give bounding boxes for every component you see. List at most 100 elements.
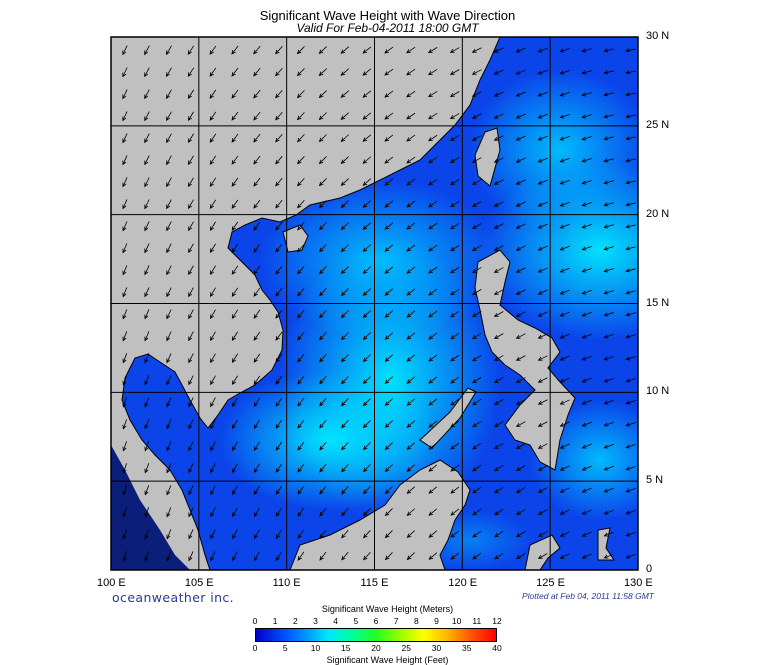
direction-arrow bbox=[471, 311, 482, 318]
direction-arrow bbox=[472, 508, 482, 516]
direction-arrow bbox=[581, 202, 592, 207]
direction-arrow bbox=[253, 353, 261, 363]
direction-arrow bbox=[253, 419, 261, 429]
direction-arrow bbox=[384, 200, 394, 208]
direction-arrow bbox=[297, 353, 305, 363]
latitude-label: 25 N bbox=[646, 118, 670, 131]
direction-arrow bbox=[253, 375, 261, 385]
direction-arrow bbox=[603, 136, 614, 141]
direction-arrow bbox=[537, 355, 548, 361]
direction-arrow bbox=[472, 398, 482, 406]
direction-arrow bbox=[428, 530, 438, 538]
direction-arrow bbox=[340, 68, 350, 76]
direction-arrow bbox=[144, 199, 150, 210]
direction-arrow bbox=[581, 245, 592, 251]
direction-arrow bbox=[493, 399, 504, 406]
direction-arrow bbox=[384, 266, 394, 274]
direction-arrow bbox=[362, 156, 372, 164]
direction-arrow bbox=[166, 111, 172, 122]
direction-arrow bbox=[603, 487, 614, 493]
direction-arrow bbox=[472, 332, 482, 340]
direction-arrow bbox=[406, 178, 416, 186]
direction-arrow bbox=[603, 334, 614, 339]
direction-arrow bbox=[253, 221, 261, 231]
direction-arrow bbox=[275, 133, 283, 143]
direction-arrow bbox=[559, 399, 570, 405]
direction-arrow bbox=[188, 243, 194, 254]
direction-arrow bbox=[209, 177, 217, 187]
direction-arrow bbox=[297, 243, 305, 253]
direction-arrow bbox=[603, 202, 614, 207]
direction-arrow bbox=[231, 397, 238, 408]
direction-arrow bbox=[340, 222, 349, 231]
meter-tick: 9 bbox=[434, 616, 439, 626]
direction-arrow bbox=[515, 69, 526, 75]
direction-arrow bbox=[188, 353, 194, 364]
direction-arrow bbox=[406, 266, 416, 274]
direction-arrow bbox=[340, 266, 349, 275]
direction-arrow bbox=[493, 113, 504, 119]
direction-arrow bbox=[493, 333, 504, 339]
meter-tick: 10 bbox=[451, 616, 462, 626]
direction-arrow bbox=[363, 530, 371, 539]
oceanweather-logo: oceanweather inc. bbox=[112, 590, 235, 605]
direction-arrow bbox=[297, 463, 305, 473]
direction-arrow bbox=[493, 377, 504, 384]
direction-arrow bbox=[603, 553, 614, 559]
feet-tick: 5 bbox=[282, 643, 288, 653]
direction-arrow bbox=[144, 485, 150, 496]
direction-arrow bbox=[471, 179, 482, 185]
direction-arrow bbox=[275, 419, 283, 429]
feet-tick: 25 bbox=[401, 643, 411, 653]
direction-arrow bbox=[209, 111, 217, 121]
direction-arrow bbox=[428, 464, 438, 472]
direction-arrow bbox=[144, 353, 150, 364]
direction-arrow bbox=[493, 289, 504, 295]
direction-arrow bbox=[253, 111, 261, 121]
direction-arrow bbox=[406, 244, 416, 252]
direction-arrow bbox=[472, 552, 482, 560]
direction-arrow bbox=[362, 398, 371, 407]
direction-arrow bbox=[384, 222, 394, 230]
direction-arrow bbox=[625, 158, 636, 163]
direction-arrow bbox=[166, 177, 172, 188]
direction-arrow bbox=[603, 509, 614, 515]
direction-arrow bbox=[232, 485, 238, 496]
direction-arrow bbox=[340, 310, 349, 319]
direction-arrow bbox=[210, 507, 216, 518]
direction-arrow bbox=[231, 287, 239, 297]
direction-arrow bbox=[406, 134, 416, 142]
direction-arrow bbox=[625, 356, 636, 361]
direction-arrow bbox=[122, 221, 128, 232]
direction-arrow bbox=[515, 487, 526, 494]
direction-arrow bbox=[559, 443, 570, 449]
direction-arrow bbox=[384, 530, 393, 539]
direction-arrow bbox=[253, 287, 261, 297]
direction-arrow bbox=[209, 243, 216, 254]
direction-arrow bbox=[275, 89, 283, 99]
direction-arrow bbox=[384, 134, 394, 142]
direction-arrow bbox=[427, 47, 438, 54]
direction-arrow bbox=[144, 155, 150, 166]
direction-arrow bbox=[471, 91, 482, 97]
direction-arrow bbox=[362, 420, 371, 429]
direction-arrow bbox=[625, 180, 636, 185]
direction-arrow bbox=[537, 179, 548, 185]
direction-arrow bbox=[231, 45, 239, 55]
direction-arrow bbox=[472, 354, 482, 362]
map-subtitle: Valid For Feb-04-2011 18:00 GMT bbox=[296, 21, 479, 35]
direction-arrow bbox=[603, 268, 614, 273]
direction-arrow bbox=[188, 551, 194, 562]
direction-arrow bbox=[122, 463, 127, 474]
direction-arrow bbox=[515, 377, 526, 383]
meter-tick: 12 bbox=[492, 616, 502, 626]
direction-arrow bbox=[166, 375, 172, 386]
direction-arrow bbox=[187, 133, 194, 144]
direction-arrow bbox=[144, 551, 150, 562]
direction-arrow bbox=[122, 287, 128, 298]
direction-arrow bbox=[428, 354, 438, 362]
direction-arrow bbox=[187, 67, 195, 77]
direction-arrow bbox=[340, 398, 349, 407]
direction-arrow bbox=[384, 486, 393, 495]
longitude-label: 100 E bbox=[97, 577, 126, 589]
